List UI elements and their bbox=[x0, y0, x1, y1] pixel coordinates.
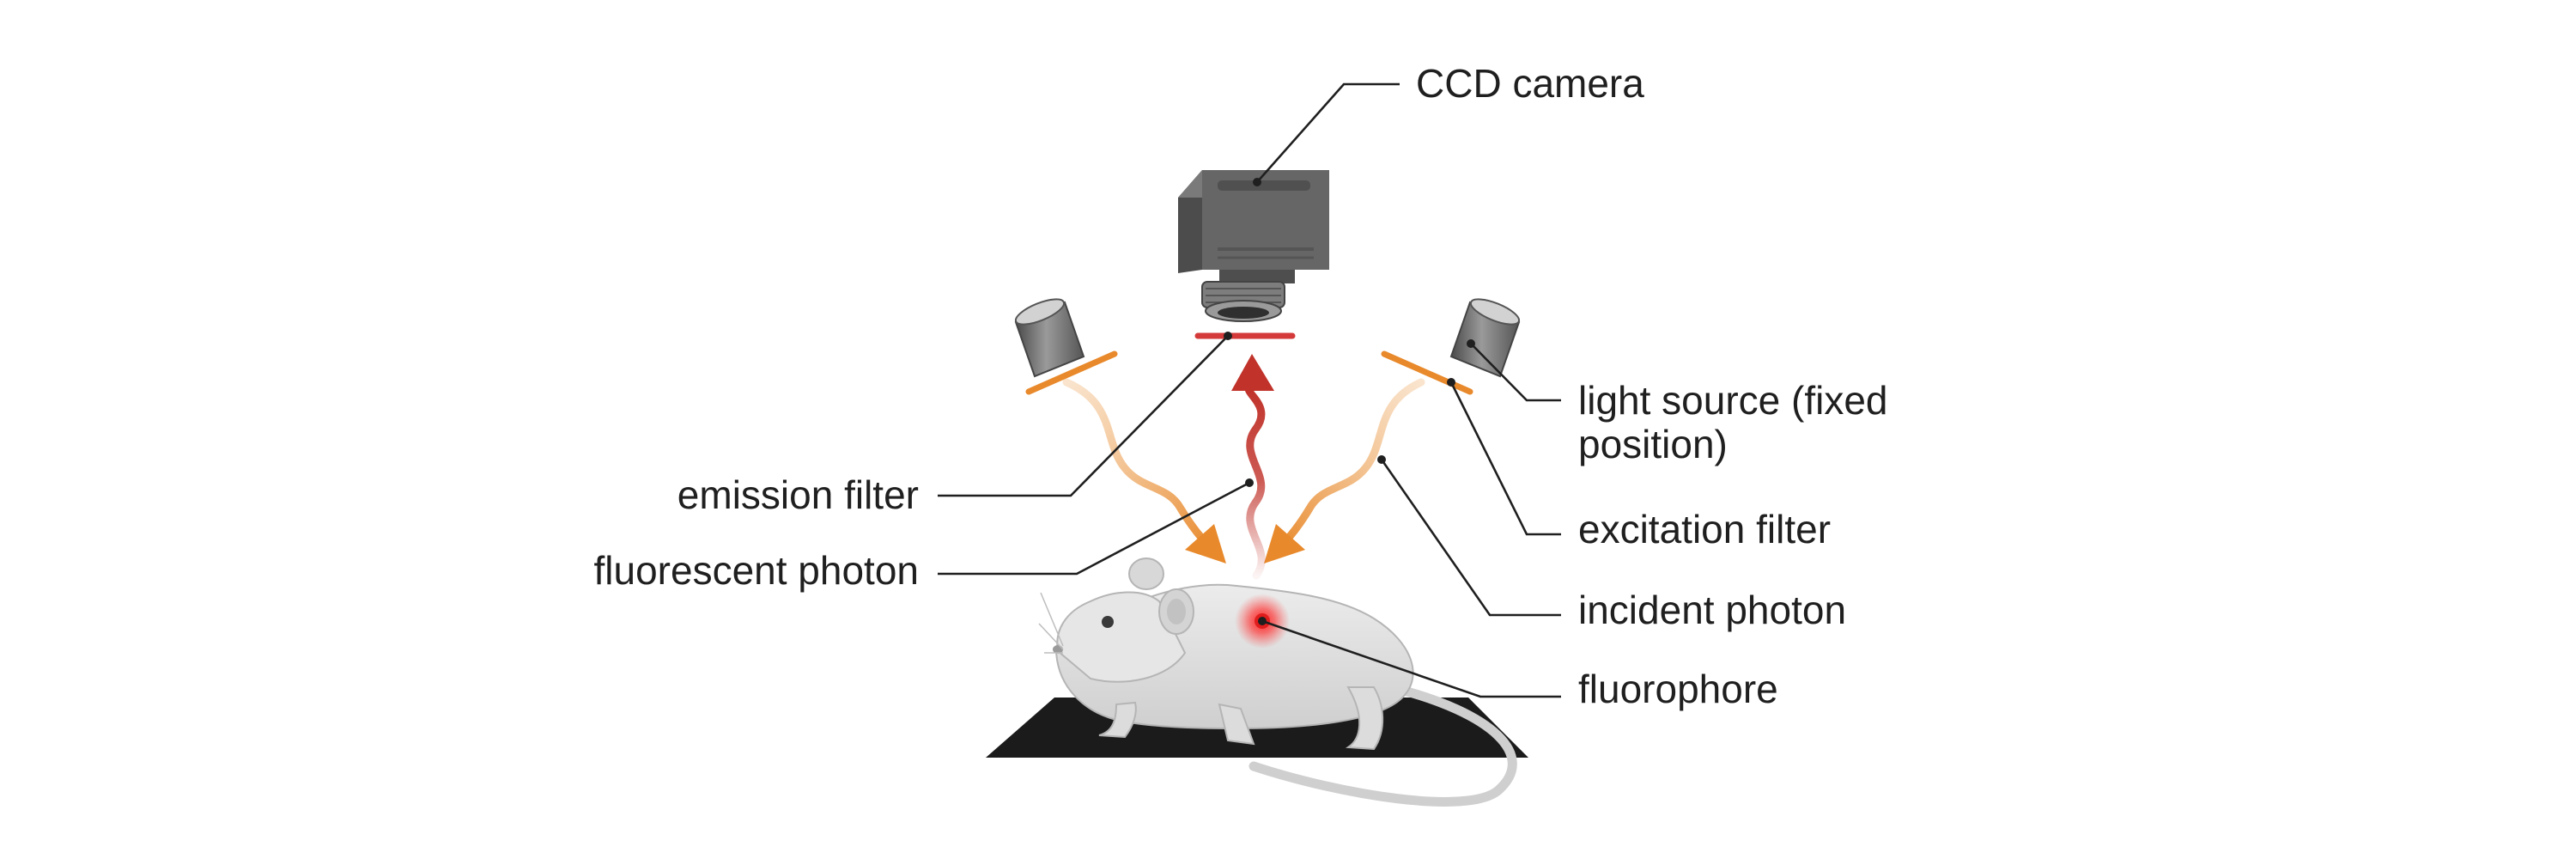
label-emission-filter: emission filter bbox=[677, 472, 919, 517]
excitation-filter-right bbox=[1381, 350, 1473, 395]
leader-ccd-camera bbox=[1256, 82, 1400, 183]
leader-dot-light-source bbox=[1467, 339, 1475, 348]
mouse-tail bbox=[1249, 682, 1517, 807]
leader-dot-emission-filter bbox=[1224, 332, 1232, 340]
label-fluorophore: fluorophore bbox=[1578, 667, 1778, 711]
leader-dot-incident-photon bbox=[1377, 455, 1386, 464]
excitation-filter-left bbox=[1025, 350, 1118, 395]
incident-photon-right-arrowhead bbox=[1264, 524, 1305, 564]
ccd-camera-icon bbox=[1178, 170, 1329, 322]
label-fluorescent-photon: fluorescent photon bbox=[594, 548, 920, 593]
leader-dot-fluorescent-photon bbox=[1245, 478, 1254, 487]
leader-excitation-filter bbox=[1449, 381, 1561, 536]
light-source-icon bbox=[1014, 298, 1085, 378]
light-source-icon bbox=[1449, 298, 1521, 378]
leader-dot-ccd-camera bbox=[1253, 178, 1261, 186]
label-ccd-camera: CCD camera bbox=[1416, 61, 1644, 106]
leader-emission-filter bbox=[938, 335, 1229, 497]
label-excitation-filter: excitation filter bbox=[1578, 507, 1831, 551]
fluorescent-photon-wave bbox=[1244, 382, 1266, 580]
fluorescent-photon-arrowhead bbox=[1231, 354, 1274, 391]
label-incident-photon: incident photon bbox=[1578, 588, 1846, 632]
leader-light-source bbox=[1470, 343, 1561, 402]
leader-dot-excitation-filter bbox=[1447, 378, 1455, 387]
leader-fluorophore bbox=[1261, 619, 1561, 698]
incident-photon-right bbox=[1273, 378, 1425, 554]
leader-incident-photon bbox=[1380, 459, 1561, 617]
leader-fluorescent-photon bbox=[938, 481, 1250, 576]
label-light-source-line2: position) bbox=[1578, 422, 1728, 466]
incident-photon-left bbox=[1062, 378, 1217, 554]
leader-dot-fluorophore bbox=[1258, 617, 1267, 625]
incident-photon-left-arrowhead bbox=[1185, 524, 1226, 564]
label-light-source-line1: light source (fixed bbox=[1578, 378, 1888, 423]
mouse-icon bbox=[1038, 557, 1414, 751]
